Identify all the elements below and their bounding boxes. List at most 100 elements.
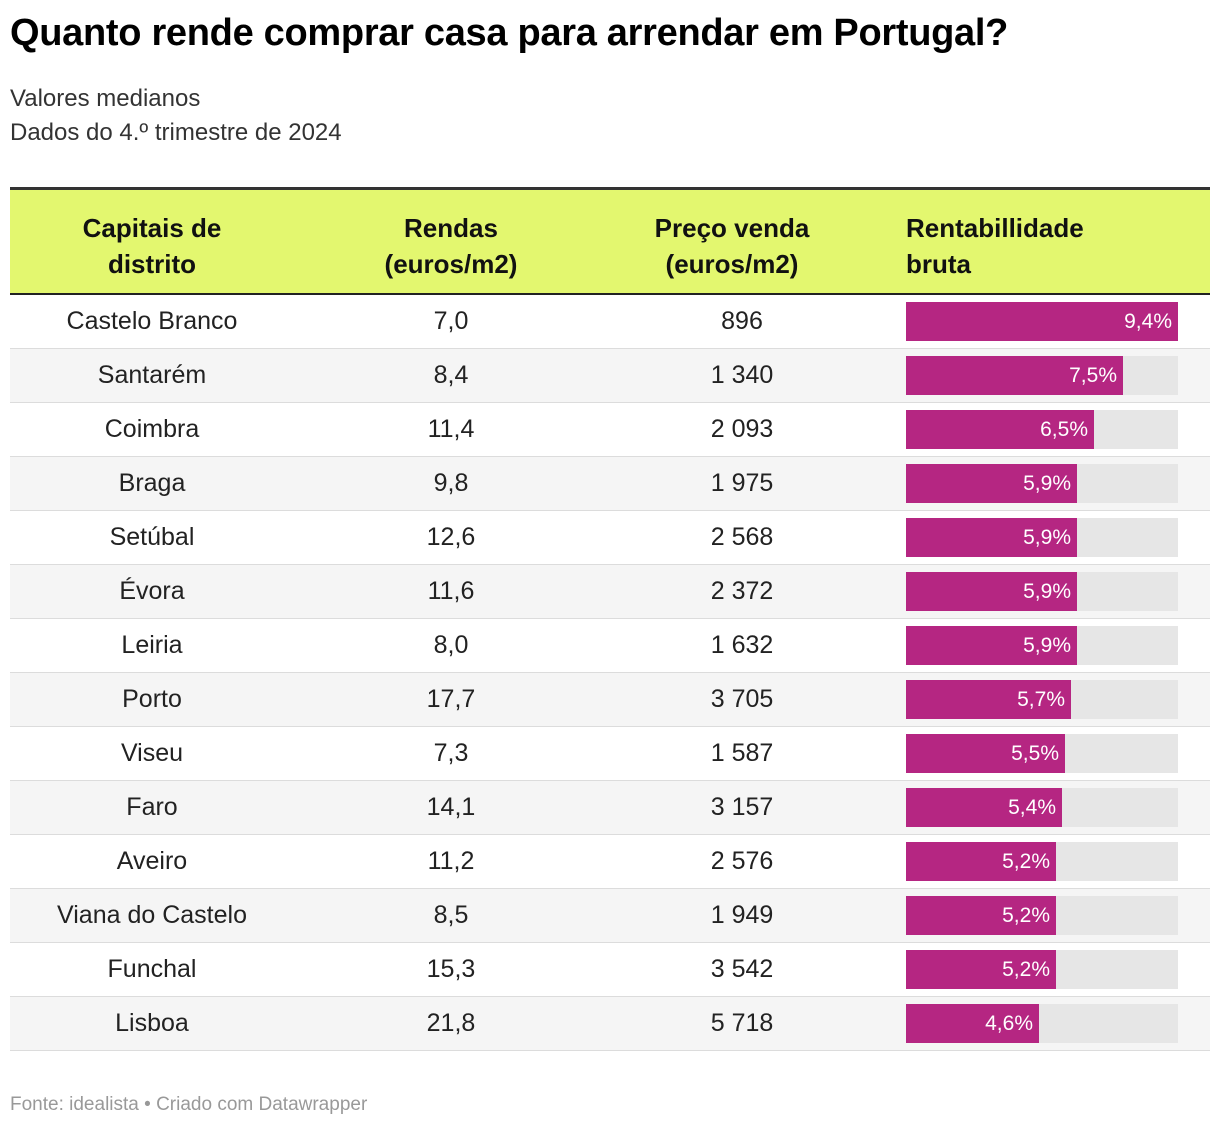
rent-cell: 17,7 xyxy=(426,685,476,713)
table-body: Castelo Branco 7,0 896 9,4% Santarém 8,4 1 340… xyxy=(10,295,1210,1051)
yield-bar-track: 7,5% xyxy=(906,356,1178,395)
yield-bar-track: 9,4% xyxy=(906,302,1178,341)
rent-cell: 12,6 xyxy=(426,523,476,551)
yield-bar-track: 4,6% xyxy=(906,1004,1178,1043)
price-cell: 3 157 xyxy=(710,793,774,821)
table-row: Lisboa 21,8 5 718 4,6% xyxy=(10,997,1210,1051)
yield-bar-label: 5,9% xyxy=(1023,526,1071,549)
price-cell: 2 093 xyxy=(710,415,774,443)
yield-bar: 6,5% xyxy=(906,410,1094,449)
yield-bar: 5,4% xyxy=(906,788,1062,827)
table-row: Évora 11,6 2 372 5,9% xyxy=(10,565,1210,619)
price-cell: 1 975 xyxy=(710,469,774,497)
yield-bar-label: 5,9% xyxy=(1023,634,1071,657)
chart-footer: Fonte: idealista • Criado com Datawrappe… xyxy=(10,1094,367,1116)
yield-bar: 5,2% xyxy=(906,950,1056,989)
yield-bar: 5,5% xyxy=(906,734,1065,773)
subtitle-line-2: Dados do 4.º trimestre de 2024 xyxy=(10,119,342,146)
city-cell: Faro xyxy=(126,793,178,821)
city-cell: Setúbal xyxy=(109,523,195,551)
yield-bar-label: 5,2% xyxy=(1002,958,1050,981)
chart-subtitle: Valores medianos Dados do 4.º trimestre … xyxy=(10,82,342,150)
table-row: Aveiro 11,2 2 576 5,2% xyxy=(10,835,1210,889)
yield-bar: 5,7% xyxy=(906,680,1071,719)
column-header-city[interactable]: Capitais de distrito xyxy=(10,210,294,282)
price-cell: 3 542 xyxy=(710,955,774,983)
column-header-rent-line1: Rendas xyxy=(404,213,498,243)
column-header-rent[interactable]: Rendas (euros/m2) xyxy=(340,210,562,282)
yield-bar-track: 5,9% xyxy=(906,626,1178,665)
table-row: Leiria 8,0 1 632 5,9% xyxy=(10,619,1210,673)
city-cell: Castelo Branco xyxy=(66,307,238,335)
table-row: Viseu 7,3 1 587 5,5% xyxy=(10,727,1210,781)
column-header-rent-line2: (euros/m2) xyxy=(384,249,518,279)
rent-cell: 11,2 xyxy=(427,847,475,875)
city-cell: Porto xyxy=(122,685,182,713)
table-row: Setúbal 12,6 2 568 5,9% xyxy=(10,511,1210,565)
yield-bar-label: 5,9% xyxy=(1023,472,1071,495)
yield-bar-label: 9,4% xyxy=(1124,310,1172,333)
price-cell: 3 705 xyxy=(710,685,774,713)
yield-bar: 5,2% xyxy=(906,896,1056,935)
credit-link[interactable]: Criado com Datawrapper xyxy=(156,1094,368,1115)
price-cell: 1 632 xyxy=(710,631,774,659)
yield-bar-track: 6,5% xyxy=(906,410,1178,449)
source-note: Fonte: idealista xyxy=(10,1094,139,1115)
rent-cell: 21,8 xyxy=(426,1009,476,1037)
city-cell: Viseu xyxy=(120,739,184,767)
city-cell: Leiria xyxy=(121,631,183,659)
data-table: Capitais de distrito Rendas (euros/m2) P… xyxy=(10,187,1210,1051)
column-header-yield[interactable]: Rentabillidade bruta xyxy=(906,210,1206,282)
yield-bar-label: 6,5% xyxy=(1040,418,1088,441)
yield-bar-label: 5,2% xyxy=(1002,904,1050,927)
yield-bar-label: 4,6% xyxy=(985,1012,1033,1035)
rent-cell: 14,1 xyxy=(426,793,476,821)
table-row: Braga 9,8 1 975 5,9% xyxy=(10,457,1210,511)
city-cell: Funchal xyxy=(107,955,197,983)
yield-bar-label: 7,5% xyxy=(1069,364,1117,387)
yield-bar-label: 5,5% xyxy=(1011,742,1059,765)
yield-bar-track: 5,4% xyxy=(906,788,1178,827)
yield-bar-track: 5,7% xyxy=(906,680,1178,719)
column-header-price[interactable]: Preço venda (euros/m2) xyxy=(620,210,844,282)
rent-cell: 9,8 xyxy=(433,469,469,497)
table-row: Porto 17,7 3 705 5,7% xyxy=(10,673,1210,727)
yield-bar: 4,6% xyxy=(906,1004,1039,1043)
yield-bar-label: 5,2% xyxy=(1002,850,1050,873)
city-cell: Lisboa xyxy=(115,1009,189,1037)
price-cell: 2 372 xyxy=(710,577,774,605)
city-cell: Aveiro xyxy=(116,847,188,875)
rent-cell: 11,4 xyxy=(427,415,475,443)
yield-bar-track: 5,9% xyxy=(906,572,1178,611)
price-cell: 1 949 xyxy=(710,901,774,929)
price-cell: 1 340 xyxy=(710,361,774,389)
yield-bar: 5,2% xyxy=(906,842,1056,881)
column-header-city-line2: distrito xyxy=(107,249,197,279)
rent-cell: 8,5 xyxy=(433,901,469,929)
table-row: Coimbra 11,4 2 093 6,5% xyxy=(10,403,1210,457)
footer-separator: • xyxy=(144,1094,151,1115)
rent-cell: 15,3 xyxy=(426,955,476,983)
table-row: Viana do Castelo 8,5 1 949 5,2% xyxy=(10,889,1210,943)
price-cell: 2 576 xyxy=(710,847,774,875)
column-header-yield-line2: bruta xyxy=(906,249,971,279)
column-header-city-line1: Capitais de xyxy=(82,213,222,243)
yield-bar: 5,9% xyxy=(906,464,1077,503)
rent-cell: 8,0 xyxy=(433,631,469,659)
yield-bar-track: 5,9% xyxy=(906,518,1178,557)
column-header-yield-line1: Rentabillidade xyxy=(906,213,1084,243)
price-cell: 5 718 xyxy=(710,1009,774,1037)
yield-bar: 5,9% xyxy=(906,572,1077,611)
yield-bar: 7,5% xyxy=(906,356,1123,395)
yield-bar: 9,4% xyxy=(906,302,1178,341)
column-header-price-line1: Preço venda xyxy=(654,213,810,243)
column-header-price-line2: (euros/m2) xyxy=(665,249,799,279)
table-row: Castelo Branco 7,0 896 9,4% xyxy=(10,295,1210,349)
yield-bar-track: 5,2% xyxy=(906,896,1178,935)
table-row: Faro 14,1 3 157 5,4% xyxy=(10,781,1210,835)
rent-cell: 8,4 xyxy=(433,361,469,389)
rent-cell: 11,6 xyxy=(427,577,475,605)
chart-title: Quanto rende comprar casa para arrendar … xyxy=(10,12,1009,54)
yield-bar-track: 5,5% xyxy=(906,734,1178,773)
yield-bar-track: 5,9% xyxy=(906,464,1178,503)
